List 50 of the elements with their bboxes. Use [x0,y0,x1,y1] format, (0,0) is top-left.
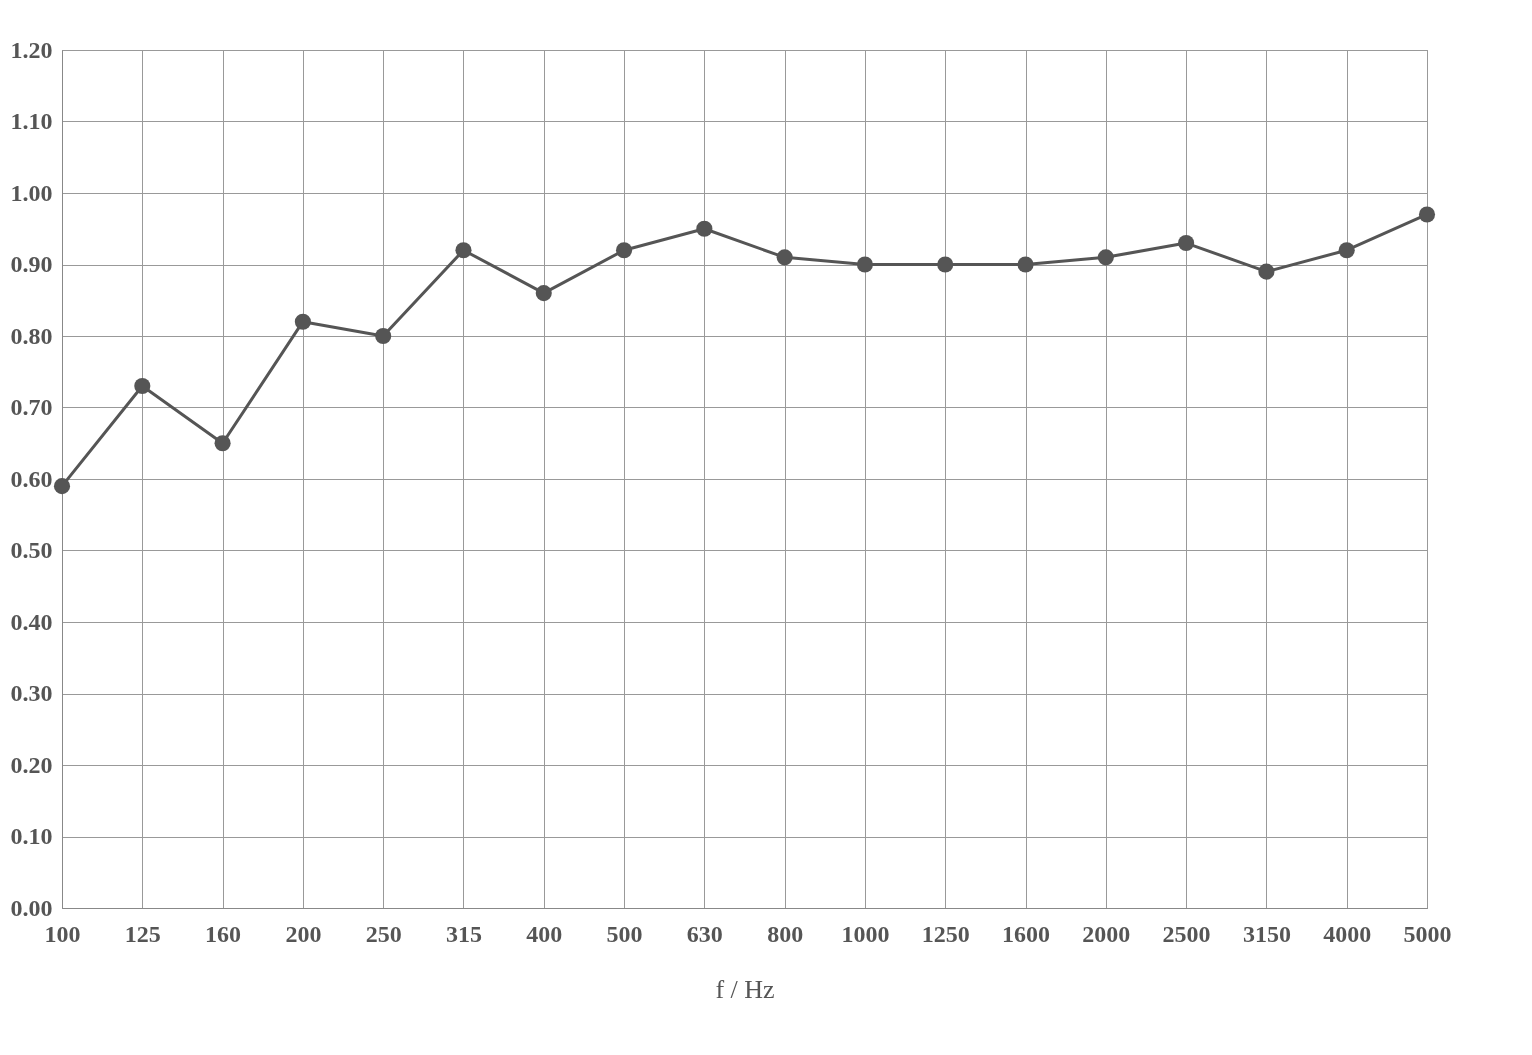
x-tick-label: 2500 [1162,920,1211,947]
point [696,220,713,237]
x-tick-label: 2000 [1082,920,1131,947]
x-tick-label: 160 [205,920,242,947]
point [856,256,873,273]
point [214,435,231,452]
x-tick-label: 200 [285,920,322,947]
y-tick-label: 0.40 [10,608,53,635]
y-tick-label: 0.90 [10,251,53,277]
point [1178,235,1195,252]
point [616,242,633,259]
point [375,327,392,345]
point [1097,249,1114,266]
x-tick-label: 3150 [1242,920,1291,947]
y-tick-label: 1.00 [10,179,53,206]
x-tick-label: 125 [124,920,161,947]
y-tick-label: 1.20 [10,36,53,63]
y-tick-label: 0.20 [10,751,53,778]
x-tick-label: 4000 [1323,920,1372,947]
x-tick-label: 1250 [921,920,970,947]
point [1258,263,1275,280]
point [294,313,311,330]
x-tick-label: 5000 [1403,920,1452,947]
point [1418,206,1436,223]
point [937,256,954,273]
x-axis-title: f / Hz [715,974,775,1004]
x-tick-label: 500 [606,920,643,947]
point [134,378,151,395]
point [1017,256,1034,273]
x-tick-label: 1600 [1002,920,1051,947]
x-tick-label: 250 [365,920,402,947]
x-tick-label: 630 [686,920,723,947]
x-tick-label: 1000 [841,920,890,947]
y-tick-label: 0.80 [10,322,53,349]
point [1338,242,1355,259]
x-tick-label: 315 [445,920,482,947]
point [455,242,472,259]
y-tick-label: 0.60 [10,465,53,492]
point [535,285,552,302]
y-tick-label: 0.70 [10,394,53,420]
y-tick-label: 0.00 [10,894,53,921]
x-tick-label: 800 [767,920,804,947]
point [53,478,71,495]
y-tick-label: 0.30 [10,680,53,706]
y-tick-label: 0.10 [10,823,53,849]
y-tick-label: 1.10 [10,108,53,134]
point [776,249,793,266]
x-tick-label: 400 [526,920,563,947]
x-tick-label: 100 [44,920,81,947]
y-tick-label: 0.50 [10,537,53,563]
